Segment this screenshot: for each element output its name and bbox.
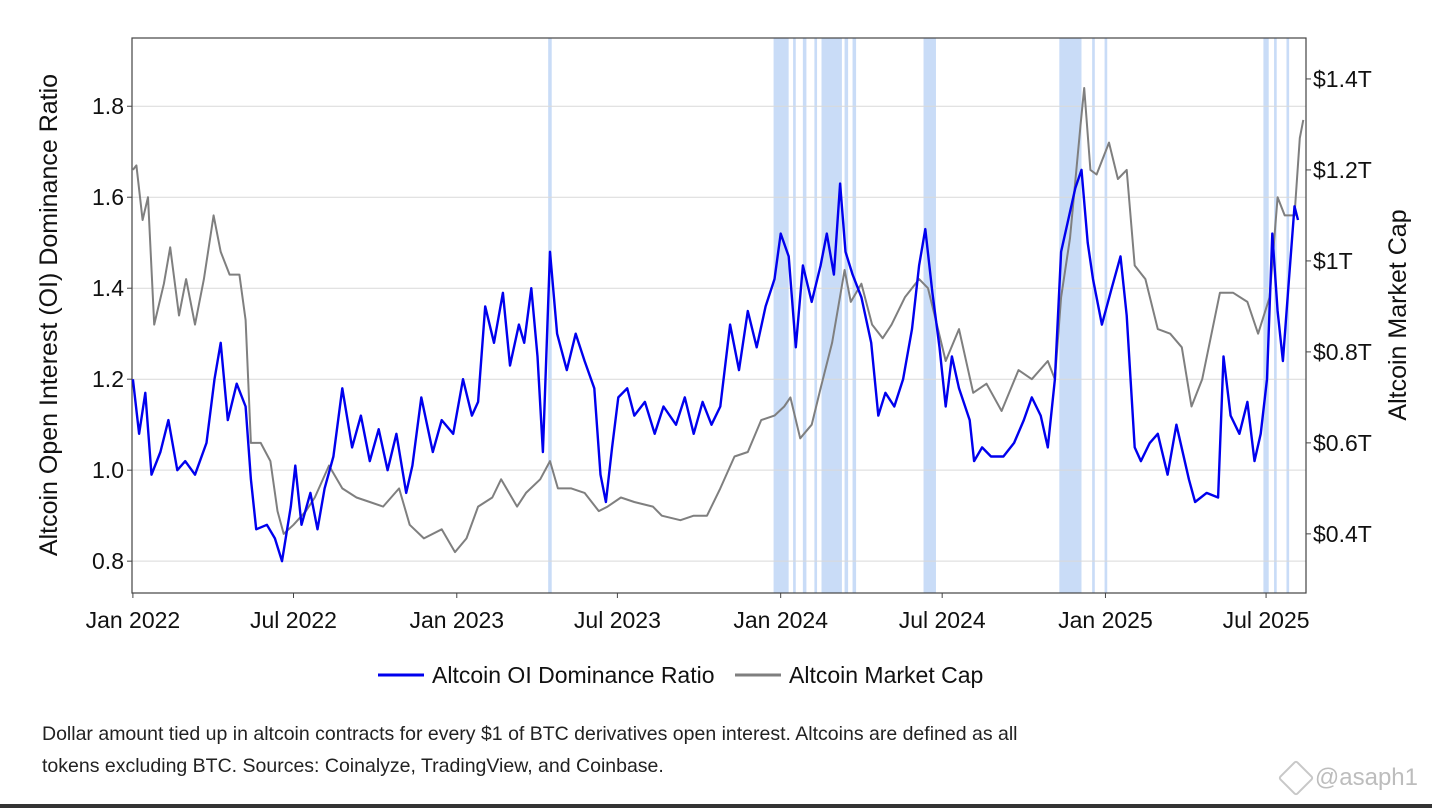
y-axis-title: Altcoin Open Interest (OI) Dominance Rat… [35,74,63,556]
y-axis-ticks: 0.8 1.0 1.2 1.4 1.6 1.8 [92,93,132,574]
watermark: @asaph1 [1277,759,1418,797]
x-tick-label-5: Jul 2024 [899,607,986,633]
y-tick-label-0: 0.8 [92,548,124,574]
shaded-period-14 [1286,38,1290,593]
shaded-period-7 [852,38,857,593]
shaded-period-6 [844,38,849,593]
legend-label-1: Altcoin Market Cap [789,662,983,688]
shaded-period-8 [923,38,936,593]
y2-tick-label-0: $0.4T [1313,521,1372,547]
shaded-period-3 [802,38,807,593]
x-tick-label-3: Jul 2023 [574,607,661,633]
shaded-periods [548,38,1290,593]
y2-tick-label-3: $1T [1313,248,1353,274]
plot-frame [131,37,1307,594]
y-tick-label-2: 1.2 [92,366,124,392]
shaded-period-11 [1104,38,1108,593]
shaded-period-9 [1059,38,1082,593]
x-tick-label-2: Jan 2023 [409,607,504,633]
shaded-period-12 [1263,38,1269,593]
bottom-border [0,804,1432,808]
watermark-handle: @asaph1 [1314,764,1418,791]
y2-tick-label-5: $1.4T [1313,66,1372,92]
legend-label-0: Altcoin OI Dominance Ratio [432,662,715,688]
series-lines [131,87,1305,563]
shaded-period-10 [1092,38,1095,593]
x-tick-label-4: Jan 2024 [733,607,828,633]
caption: Dollar amount tied up in altcoin contrac… [42,718,1172,782]
watermark-logo-icon [1277,759,1315,797]
legend: Altcoin OI Dominance Ratio Altcoin Market… [378,662,983,688]
shaded-period-0 [548,38,552,593]
shaded-period-5 [821,38,842,593]
series-line-oi-dominance [131,168,1300,563]
y-tick-label-3: 1.4 [92,275,124,301]
series-line-market-cap [132,87,1305,554]
x-tick-label-7: Jul 2025 [1223,607,1310,633]
shaded-period-1 [773,38,789,593]
y2-tick-label-2: $0.8T [1313,339,1372,365]
caption-line-2: tokens excluding BTC. Sources: Coinalyze… [42,755,664,777]
shaded-period-13 [1274,38,1277,593]
y2-tick-label-1: $0.6T [1313,430,1372,456]
y-tick-label-4: 1.6 [92,184,124,210]
x-axis-ticks: Jan 2022 Jul 2022 Jan 2023 Jul 2023 Jan 2024… [86,593,1310,633]
y-tick-label-1: 1.0 [92,457,124,483]
y2-axis-title: Altcoin Market Cap [1384,209,1412,420]
y-tick-label-5: 1.8 [92,93,124,119]
x-tick-label-0: Jan 2022 [86,607,181,633]
caption-line-1: Dollar amount tied up in altcoin contrac… [42,723,1018,745]
x-tick-label-1: Jul 2022 [250,607,337,633]
y2-axis-ticks: $0.4T $0.6T $0.8T $1T $1.2T $1.4T [1306,66,1372,547]
x-tick-label-6: Jan 2025 [1058,607,1153,633]
shaded-period-4 [814,38,818,593]
y2-tick-label-4: $1.2T [1313,157,1372,183]
